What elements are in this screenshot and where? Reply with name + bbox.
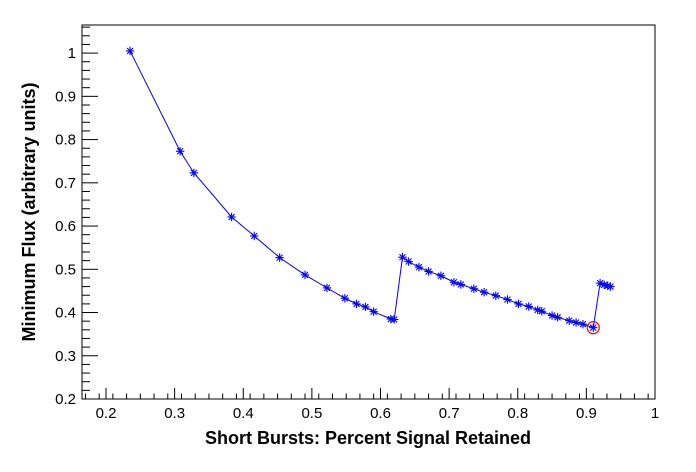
x-tick-label: 0.8 (507, 405, 528, 422)
data-point-marker (553, 313, 562, 322)
y-tick-label: 0.6 (55, 218, 76, 235)
data-point-marker (524, 302, 533, 311)
data-point-marker (537, 307, 546, 316)
y-tick-label: 1 (68, 45, 76, 62)
highlight-circle (586, 321, 600, 335)
x-axis-title: Short Bursts: Percent Signal Retained (205, 428, 531, 448)
data-point-marker (175, 147, 185, 156)
series-markers (125, 46, 615, 332)
data-point-marker (491, 291, 500, 300)
y-tick-label: 0.5 (55, 261, 76, 278)
data-point-marker (436, 271, 446, 280)
x-tick-label: 0.6 (370, 405, 391, 422)
data-point-marker (533, 305, 542, 315)
data-point-marker (503, 295, 512, 304)
data-point-marker (300, 270, 310, 280)
data-point-marker (578, 320, 588, 329)
data-point-marker (352, 299, 361, 309)
data-point-marker (589, 323, 598, 332)
y-axis-title: Minimum Flux (arbitrary units) (19, 82, 39, 341)
data-point-marker (322, 283, 332, 293)
x-tick-label: 0.4 (233, 405, 254, 422)
data-point-marker (424, 267, 433, 276)
data-point-marker (361, 302, 370, 312)
x-tick-label: 1 (651, 405, 659, 422)
x-tick-label: 0.2 (96, 405, 117, 422)
y-tick-label: 0.3 (55, 348, 76, 365)
data-point-marker (404, 257, 413, 266)
data-point-marker (449, 278, 459, 287)
x-tick-label: 0.5 (301, 405, 322, 422)
data-point-marker (565, 316, 574, 325)
data-point-marker (514, 299, 523, 309)
data-point-marker (275, 253, 284, 262)
y-axis-ticks: 0.2 0.3 0.4 0.5 0.6 0.7 0.8 0.9 1 (55, 26, 98, 408)
data-point-marker (606, 282, 615, 291)
y-tick-label: 0.8 (55, 132, 76, 149)
y-tick-label: 0.2 (55, 391, 76, 408)
data-point-marker (390, 315, 399, 324)
series-line (129, 50, 611, 329)
data-point-marker (398, 252, 407, 262)
data-point-marker (479, 288, 489, 297)
x-axis-ticks: 0.2 0.3 0.4 0.5 0.6 0.7 0.8 0.9 1 (84, 388, 659, 422)
plot-frame (81, 24, 656, 400)
data-point-marker (414, 262, 424, 272)
data-point-marker (571, 318, 581, 327)
data-point-marker (456, 280, 465, 289)
data-point-marker (125, 46, 135, 56)
data-point-marker (250, 231, 259, 241)
data-point-marker (369, 307, 378, 316)
data-point-marker (547, 311, 557, 320)
data-point-marker (469, 284, 479, 293)
x-tick-label: 0.9 (576, 405, 597, 422)
y-tick-label: 0.4 (55, 305, 76, 322)
data-point-marker (340, 294, 350, 303)
data-point-marker (189, 168, 199, 178)
y-tick-label: 0.9 (55, 88, 76, 105)
x-tick-label: 0.7 (439, 405, 460, 422)
y-tick-label: 0.7 (55, 175, 76, 192)
data-point-marker (227, 212, 236, 222)
x-tick-label: 0.3 (164, 405, 185, 422)
